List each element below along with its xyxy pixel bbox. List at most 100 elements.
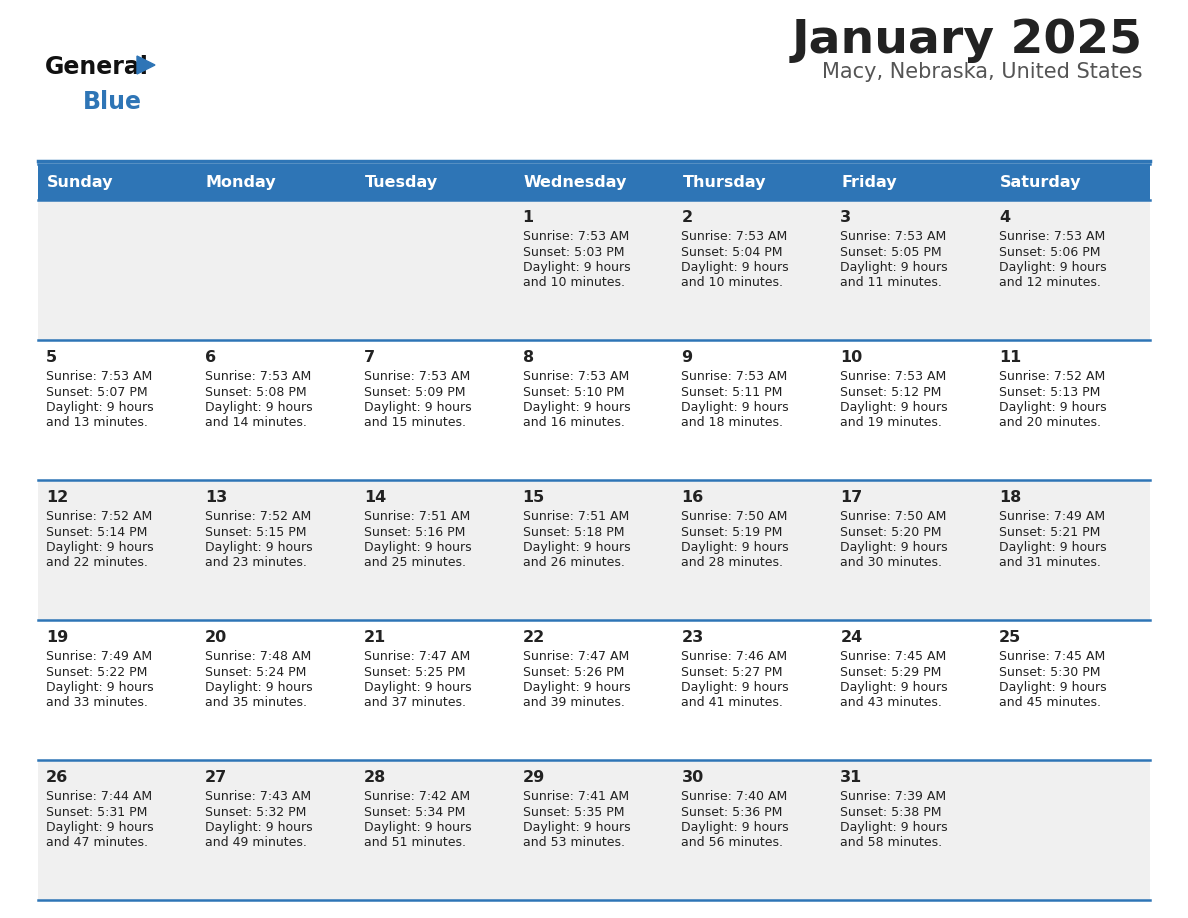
Text: and 10 minutes.: and 10 minutes.: [523, 276, 625, 289]
Text: Sunrise: 7:53 AM: Sunrise: 7:53 AM: [364, 370, 470, 383]
Text: Sunrise: 7:52 AM: Sunrise: 7:52 AM: [46, 510, 152, 523]
Text: 11: 11: [999, 350, 1022, 365]
Text: 25: 25: [999, 630, 1022, 645]
Bar: [197, 164, 355, 200]
Text: and 26 minutes.: and 26 minutes.: [523, 556, 625, 569]
Text: Blue: Blue: [83, 90, 143, 114]
Text: and 25 minutes.: and 25 minutes.: [364, 556, 466, 569]
Text: 1: 1: [523, 210, 533, 225]
Text: Sunrise: 7:53 AM: Sunrise: 7:53 AM: [999, 230, 1105, 243]
Text: Daylight: 9 hours: Daylight: 9 hours: [999, 401, 1107, 414]
Text: Sunrise: 7:44 AM: Sunrise: 7:44 AM: [46, 790, 152, 803]
Text: Sunset: 5:13 PM: Sunset: 5:13 PM: [999, 386, 1100, 398]
Text: 12: 12: [46, 490, 68, 505]
Text: Daylight: 9 hours: Daylight: 9 hours: [840, 401, 948, 414]
Text: Sunrise: 7:49 AM: Sunrise: 7:49 AM: [46, 650, 152, 663]
Text: Sunrise: 7:46 AM: Sunrise: 7:46 AM: [682, 650, 788, 663]
Text: Daylight: 9 hours: Daylight: 9 hours: [682, 401, 789, 414]
Bar: [991, 164, 1150, 200]
Text: Sunset: 5:15 PM: Sunset: 5:15 PM: [204, 525, 307, 539]
Text: Sunset: 5:38 PM: Sunset: 5:38 PM: [840, 805, 942, 819]
Text: Sunrise: 7:53 AM: Sunrise: 7:53 AM: [204, 370, 311, 383]
Text: and 47 minutes.: and 47 minutes.: [46, 836, 148, 849]
Text: Sunset: 5:25 PM: Sunset: 5:25 PM: [364, 666, 466, 678]
Bar: [38, 620, 1150, 760]
Text: and 33 minutes.: and 33 minutes.: [46, 697, 147, 710]
Text: 22: 22: [523, 630, 545, 645]
Text: Sunrise: 7:47 AM: Sunrise: 7:47 AM: [364, 650, 470, 663]
Bar: [38, 200, 1150, 340]
Text: Sunset: 5:32 PM: Sunset: 5:32 PM: [204, 805, 307, 819]
Text: Sunrise: 7:45 AM: Sunrise: 7:45 AM: [840, 650, 947, 663]
Text: Sunset: 5:35 PM: Sunset: 5:35 PM: [523, 805, 624, 819]
Text: Daylight: 9 hours: Daylight: 9 hours: [682, 681, 789, 694]
Text: Sunset: 5:27 PM: Sunset: 5:27 PM: [682, 666, 783, 678]
Text: Daylight: 9 hours: Daylight: 9 hours: [364, 401, 472, 414]
Text: Sunrise: 7:52 AM: Sunrise: 7:52 AM: [204, 510, 311, 523]
Text: Sunset: 5:18 PM: Sunset: 5:18 PM: [523, 525, 624, 539]
Bar: [355, 164, 514, 200]
Text: Sunset: 5:09 PM: Sunset: 5:09 PM: [364, 386, 466, 398]
Text: and 13 minutes.: and 13 minutes.: [46, 417, 147, 430]
Text: 2: 2: [682, 210, 693, 225]
Text: 28: 28: [364, 770, 386, 785]
Text: and 49 minutes.: and 49 minutes.: [204, 836, 307, 849]
Text: Daylight: 9 hours: Daylight: 9 hours: [999, 541, 1107, 554]
Text: 27: 27: [204, 770, 227, 785]
Text: and 19 minutes.: and 19 minutes.: [840, 417, 942, 430]
Text: Sunrise: 7:51 AM: Sunrise: 7:51 AM: [523, 510, 628, 523]
Text: Wednesday: Wednesday: [524, 174, 627, 189]
Text: and 31 minutes.: and 31 minutes.: [999, 556, 1101, 569]
Text: Sunrise: 7:49 AM: Sunrise: 7:49 AM: [999, 510, 1105, 523]
Text: and 53 minutes.: and 53 minutes.: [523, 836, 625, 849]
Text: Sunset: 5:08 PM: Sunset: 5:08 PM: [204, 386, 307, 398]
Text: 6: 6: [204, 350, 216, 365]
Bar: [514, 164, 674, 200]
Text: Sunset: 5:24 PM: Sunset: 5:24 PM: [204, 666, 307, 678]
Text: Friday: Friday: [841, 174, 897, 189]
Text: Daylight: 9 hours: Daylight: 9 hours: [523, 401, 630, 414]
Text: Saturday: Saturday: [1000, 174, 1081, 189]
Text: and 20 minutes.: and 20 minutes.: [999, 417, 1101, 430]
Text: and 12 minutes.: and 12 minutes.: [999, 276, 1101, 289]
Text: Daylight: 9 hours: Daylight: 9 hours: [364, 541, 472, 554]
Text: and 28 minutes.: and 28 minutes.: [682, 556, 783, 569]
Text: Sunset: 5:34 PM: Sunset: 5:34 PM: [364, 805, 465, 819]
Text: Sunrise: 7:50 AM: Sunrise: 7:50 AM: [840, 510, 947, 523]
Text: Daylight: 9 hours: Daylight: 9 hours: [523, 261, 630, 274]
Text: 4: 4: [999, 210, 1010, 225]
Text: Sunset: 5:20 PM: Sunset: 5:20 PM: [840, 525, 942, 539]
Text: Sunset: 5:19 PM: Sunset: 5:19 PM: [682, 525, 783, 539]
Text: and 15 minutes.: and 15 minutes.: [364, 417, 466, 430]
Text: Daylight: 9 hours: Daylight: 9 hours: [204, 821, 312, 834]
Text: Thursday: Thursday: [682, 174, 766, 189]
Text: and 30 minutes.: and 30 minutes.: [840, 556, 942, 569]
Text: Sunset: 5:21 PM: Sunset: 5:21 PM: [999, 525, 1100, 539]
Bar: [674, 164, 833, 200]
Text: 15: 15: [523, 490, 545, 505]
Text: Daylight: 9 hours: Daylight: 9 hours: [204, 681, 312, 694]
Text: Daylight: 9 hours: Daylight: 9 hours: [840, 681, 948, 694]
Text: Daylight: 9 hours: Daylight: 9 hours: [204, 541, 312, 554]
Text: Sunset: 5:12 PM: Sunset: 5:12 PM: [840, 386, 942, 398]
Text: Sunrise: 7:53 AM: Sunrise: 7:53 AM: [523, 370, 628, 383]
Text: and 22 minutes.: and 22 minutes.: [46, 556, 147, 569]
Text: Sunrise: 7:53 AM: Sunrise: 7:53 AM: [46, 370, 152, 383]
Text: Sunrise: 7:53 AM: Sunrise: 7:53 AM: [682, 370, 788, 383]
Text: 20: 20: [204, 630, 227, 645]
Text: Sunrise: 7:41 AM: Sunrise: 7:41 AM: [523, 790, 628, 803]
Text: and 35 minutes.: and 35 minutes.: [204, 697, 307, 710]
Text: Sunrise: 7:45 AM: Sunrise: 7:45 AM: [999, 650, 1105, 663]
Text: and 56 minutes.: and 56 minutes.: [682, 836, 783, 849]
Text: 10: 10: [840, 350, 862, 365]
Text: Daylight: 9 hours: Daylight: 9 hours: [840, 541, 948, 554]
Text: Daylight: 9 hours: Daylight: 9 hours: [46, 401, 153, 414]
Text: Sunset: 5:06 PM: Sunset: 5:06 PM: [999, 245, 1100, 259]
Text: Sunset: 5:16 PM: Sunset: 5:16 PM: [364, 525, 465, 539]
Text: and 37 minutes.: and 37 minutes.: [364, 697, 466, 710]
Text: 31: 31: [840, 770, 862, 785]
Text: General: General: [45, 55, 148, 79]
Text: Daylight: 9 hours: Daylight: 9 hours: [999, 681, 1107, 694]
Text: 9: 9: [682, 350, 693, 365]
Text: Sunrise: 7:48 AM: Sunrise: 7:48 AM: [204, 650, 311, 663]
